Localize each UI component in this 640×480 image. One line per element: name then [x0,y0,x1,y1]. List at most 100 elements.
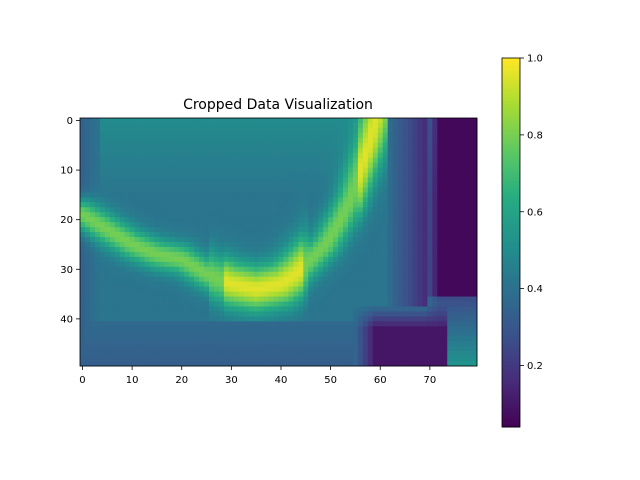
heatmap-cell [218,246,225,253]
heatmap-cell [149,222,155,228]
heatmap-cell [204,331,210,337]
heatmap-cell [293,202,299,208]
heatmap-cell [278,326,284,332]
heatmap-cell [357,301,364,307]
heatmap-cell [213,137,220,144]
heatmap-cell [194,281,200,288]
heatmap-cell [134,246,140,253]
heatmap-cell [154,261,160,268]
heatmap-cell [273,217,279,223]
heatmap-cell [382,172,389,178]
heatmap-cell [144,162,150,168]
heatmap-cell [218,346,225,352]
heatmap-cell [89,187,96,193]
heatmap-cell [462,331,468,337]
heatmap-cell [417,321,423,327]
heatmap-cell [367,246,374,253]
heatmap-cell [462,152,468,159]
heatmap-cell [357,192,364,198]
heatmap-cell [422,167,428,173]
heatmap-cell [347,162,354,168]
heatmap-cell [308,271,314,278]
heatmap-cell [248,118,255,124]
heatmap-cell [437,147,443,154]
heatmap-cell [288,276,294,283]
heatmap-cell [164,172,170,178]
heatmap-cell [347,286,354,292]
heatmap-cell [357,157,364,164]
heatmap-cell [283,281,289,288]
heatmap-cell [347,341,354,347]
heatmap-cell [179,177,185,183]
heatmap-cell [422,311,428,317]
heatmap-cell [298,192,304,198]
heatmap-cell [139,177,145,183]
heatmap-cell [288,316,294,322]
heatmap-cell [253,167,260,173]
heatmap-cell [357,306,364,312]
heatmap-cell [432,227,438,233]
heatmap-cell [149,266,155,273]
heatmap-cell [184,361,190,367]
heatmap-cell [273,157,279,164]
heatmap-cell [457,326,463,332]
heatmap-cell [184,177,190,183]
heatmap-cell [338,122,344,129]
heatmap-cell [124,147,131,154]
heatmap-cell [80,321,86,327]
heatmap-cell [347,331,354,337]
heatmap-cell [462,137,468,144]
heatmap-cell [159,237,165,243]
heatmap-cell [367,336,374,342]
heatmap-cell [84,157,91,164]
heatmap-cell [268,261,274,268]
heatmap-cell [80,242,86,248]
heatmap-cell [407,217,413,223]
heatmap-cell [144,172,150,178]
heatmap-cell [119,202,126,208]
heatmap-cell [209,331,215,337]
heatmap-cell [362,271,369,278]
heatmap-cell [318,182,324,188]
heatmap-cell [159,286,165,292]
heatmap-cell [263,162,269,168]
heatmap-cell [179,301,185,307]
heatmap-cell [362,147,369,154]
heatmap-cell [318,256,324,263]
heatmap-cell [154,152,160,159]
heatmap-cell [263,336,269,342]
heatmap-cell [114,157,121,164]
heatmap-cell [149,351,155,357]
heatmap-cell [80,351,86,357]
heatmap-cell [278,301,284,307]
heatmap-cell [159,127,165,134]
heatmap-cell [402,132,408,139]
heatmap-cell [382,301,389,307]
heatmap-cell [94,137,101,144]
heatmap-cell [238,321,245,327]
heatmap-cell [447,321,453,327]
heatmap-cell [199,217,205,223]
heatmap-cell [184,142,190,149]
colorbar-segment [502,199,520,204]
heatmap-cell [179,187,185,193]
heatmap-cell [129,346,135,352]
heatmap-cell [218,202,225,208]
colorbar-segment [502,322,520,327]
heatmap-cell [104,336,111,342]
heatmap-cell [367,326,374,332]
heatmap-cell [283,132,289,139]
heatmap-cell [243,256,250,263]
heatmap-cell [114,152,121,159]
heatmap-cell [199,118,205,124]
heatmap-cell [119,356,126,362]
colorbar-segment [502,319,520,323]
heatmap-cell [347,261,354,268]
heatmap-cell [432,261,438,268]
heatmap-cell [164,321,170,327]
heatmap-cell [189,291,195,297]
heatmap-cell [278,336,284,342]
heatmap-cell [243,326,250,332]
heatmap-cell [80,222,86,228]
colorbar-segment [502,383,520,388]
